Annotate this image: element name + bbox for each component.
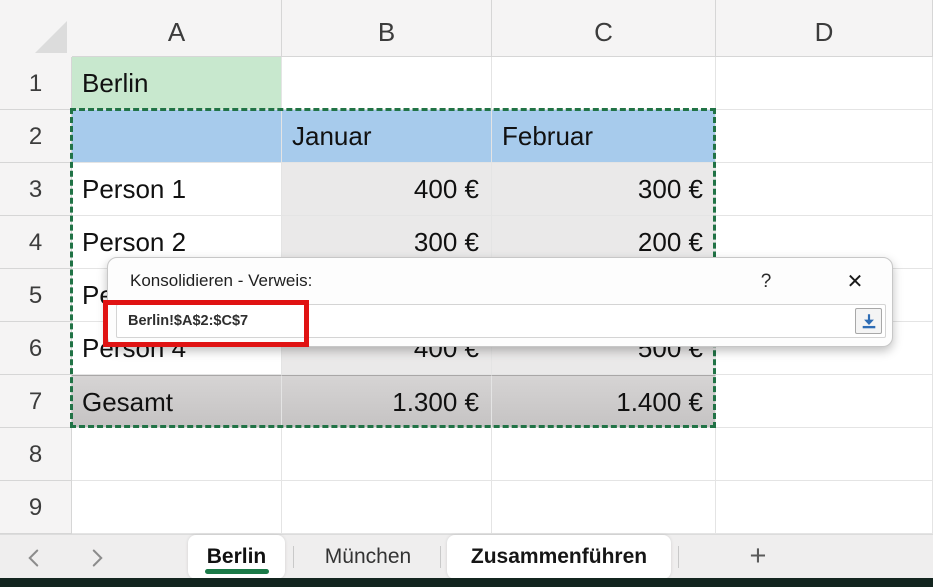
dialog-title: Konsolidieren - Verweis:: [130, 271, 313, 290]
row-header-3[interactable]: 3: [0, 163, 72, 216]
row-header-4[interactable]: 4: [0, 216, 72, 269]
cell-A2[interactable]: [72, 110, 282, 163]
collapse-dialog-button[interactable]: [855, 308, 882, 334]
tab-separator: [440, 546, 441, 568]
cell-C9[interactable]: [492, 481, 716, 534]
cell-B8[interactable]: [282, 428, 492, 481]
cell-D7[interactable]: [716, 375, 933, 428]
previous-sheet-button[interactable]: [18, 543, 48, 573]
select-all-corner[interactable]: [0, 0, 73, 58]
cell-C1[interactable]: [492, 57, 716, 110]
add-sheet-button[interactable]: +: [749, 540, 767, 572]
consolidate-reference-dialog: Konsolidieren - Verweis: ? ✕: [107, 257, 893, 347]
sheet-tab-label: Zusammenführen: [470, 545, 648, 568]
column-header-D[interactable]: D: [716, 0, 933, 57]
cell-D8[interactable]: [716, 428, 933, 481]
tab-separator: [293, 546, 294, 568]
cell-D3[interactable]: [716, 163, 933, 216]
help-button[interactable]: ?: [760, 271, 772, 292]
cell-A7[interactable]: Gesamt: [72, 375, 282, 428]
cell-D9[interactable]: [716, 481, 933, 534]
reference-input[interactable]: [117, 305, 885, 337]
cell-D2[interactable]: [716, 110, 933, 163]
cell-C2[interactable]: Februar: [492, 110, 716, 163]
close-button[interactable]: ✕: [846, 271, 864, 293]
cell-B1[interactable]: [282, 57, 492, 110]
sheet-tab-muenchen[interactable]: München: [308, 535, 428, 579]
column-header-C[interactable]: C: [492, 0, 716, 57]
sheet-tab-label: München: [324, 545, 412, 568]
chevron-left-icon: [27, 549, 38, 567]
collapse-dialog-icon: [862, 314, 875, 329]
cell-A3[interactable]: Person 1: [72, 163, 282, 216]
cell-A9[interactable]: [72, 481, 282, 534]
cell-B7[interactable]: 1.300 €: [282, 375, 492, 428]
column-header-B[interactable]: B: [282, 0, 492, 57]
bottom-edge-strip: [0, 578, 933, 587]
cell-A4[interactable]: Person 2: [72, 216, 282, 269]
row-header-5[interactable]: 5: [0, 269, 72, 322]
chevron-right-icon: [92, 549, 103, 567]
row-header-8[interactable]: 8: [0, 428, 72, 481]
sheet-tab-bar: Berlin München Zusammenführen +: [0, 534, 933, 579]
cell-C3[interactable]: 300 €: [492, 163, 716, 216]
next-sheet-button[interactable]: [82, 543, 112, 573]
row-header-6[interactable]: 6: [0, 322, 72, 375]
cell-B2[interactable]: Januar: [282, 110, 492, 163]
sheet-tab-zusammenfuehren[interactable]: Zusammenführen: [447, 535, 671, 579]
row-header-1[interactable]: 1: [0, 57, 72, 110]
sheet-tab-label: Berlin: [206, 545, 267, 568]
cell-A8[interactable]: [72, 428, 282, 481]
row-header-7[interactable]: 7: [0, 375, 72, 428]
row-header-2[interactable]: 2: [0, 110, 72, 163]
select-all-triangle-icon: [35, 21, 67, 53]
cell-D1[interactable]: [716, 57, 933, 110]
cell-B3[interactable]: 400 €: [282, 163, 492, 216]
active-tab-underline: [204, 569, 269, 574]
cell-B9[interactable]: [282, 481, 492, 534]
tab-separator: [678, 546, 679, 568]
cell-C8[interactable]: [492, 428, 716, 481]
cell-A1[interactable]: Berlin: [72, 57, 282, 110]
row-header-9[interactable]: 9: [0, 481, 72, 534]
sheet-tab-berlin[interactable]: Berlin: [188, 535, 285, 579]
column-header-A[interactable]: A: [72, 0, 282, 57]
cell-C7[interactable]: 1.400 €: [492, 375, 716, 428]
reference-input-wrapper: [116, 304, 886, 338]
